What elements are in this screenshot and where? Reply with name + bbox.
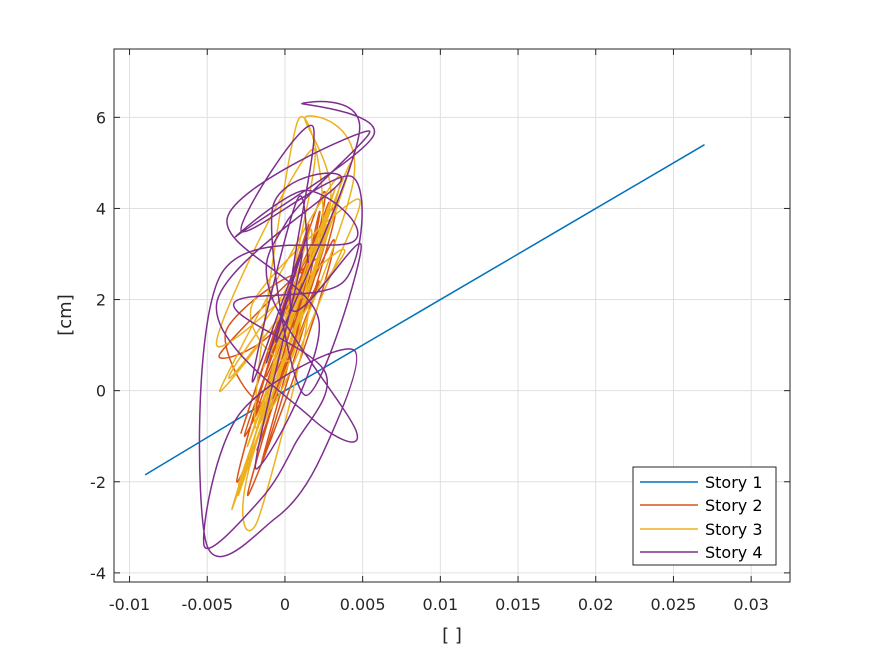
- y-tick-label: 0: [96, 382, 106, 401]
- series-line-story-3: [215, 115, 361, 532]
- legend-label-story-2: Story 2: [705, 496, 763, 515]
- legend[interactable]: Story 1 Story 2 Story 3 Story 4: [632, 466, 777, 566]
- legend-entry-story-3[interactable]: Story 3: [640, 520, 763, 539]
- x-tick-label: -0.005: [181, 595, 233, 614]
- y-tick-label: 4: [96, 199, 106, 218]
- legend-entry-story-4[interactable]: Story 4: [640, 543, 763, 562]
- y-tick-label: -4: [90, 564, 106, 583]
- x-tick-label: 0: [280, 595, 290, 614]
- legend-entry-story-1[interactable]: Story 1: [640, 473, 763, 492]
- axis-ticks: -0.01 -0.005 0 0.005 0.01 0.015 0.02 0.025 0.03 -…: [90, 49, 790, 614]
- y-tick-label: -2: [90, 473, 106, 492]
- x-tick-label: 0.005: [340, 595, 386, 614]
- series-line-story-4: [198, 100, 376, 558]
- legend-label-story-3: Story 3: [705, 520, 763, 539]
- legend-label-story-4: Story 4: [705, 543, 763, 562]
- series-lines: [144, 100, 705, 558]
- legend-box: [632, 466, 777, 566]
- y-tick-label: 6: [96, 108, 106, 127]
- series-line-story-1: [144, 144, 705, 476]
- x-tick-label: 0.01: [423, 595, 459, 614]
- y-axis-label: [cm]: [55, 294, 76, 335]
- x-tick-label: 0.02: [578, 595, 614, 614]
- x-axis-label: [ ]: [442, 625, 462, 646]
- x-tick-label: 0.03: [733, 595, 769, 614]
- axes-box: [113, 48, 791, 583]
- legend-label-story-1: Story 1: [705, 473, 763, 492]
- x-tick-label: -0.01: [109, 595, 150, 614]
- x-tick-label: 0.025: [651, 595, 697, 614]
- y-tick-label: 2: [96, 291, 106, 310]
- legend-entry-story-2[interactable]: Story 2: [640, 496, 763, 515]
- x-tick-label: 0.015: [495, 595, 541, 614]
